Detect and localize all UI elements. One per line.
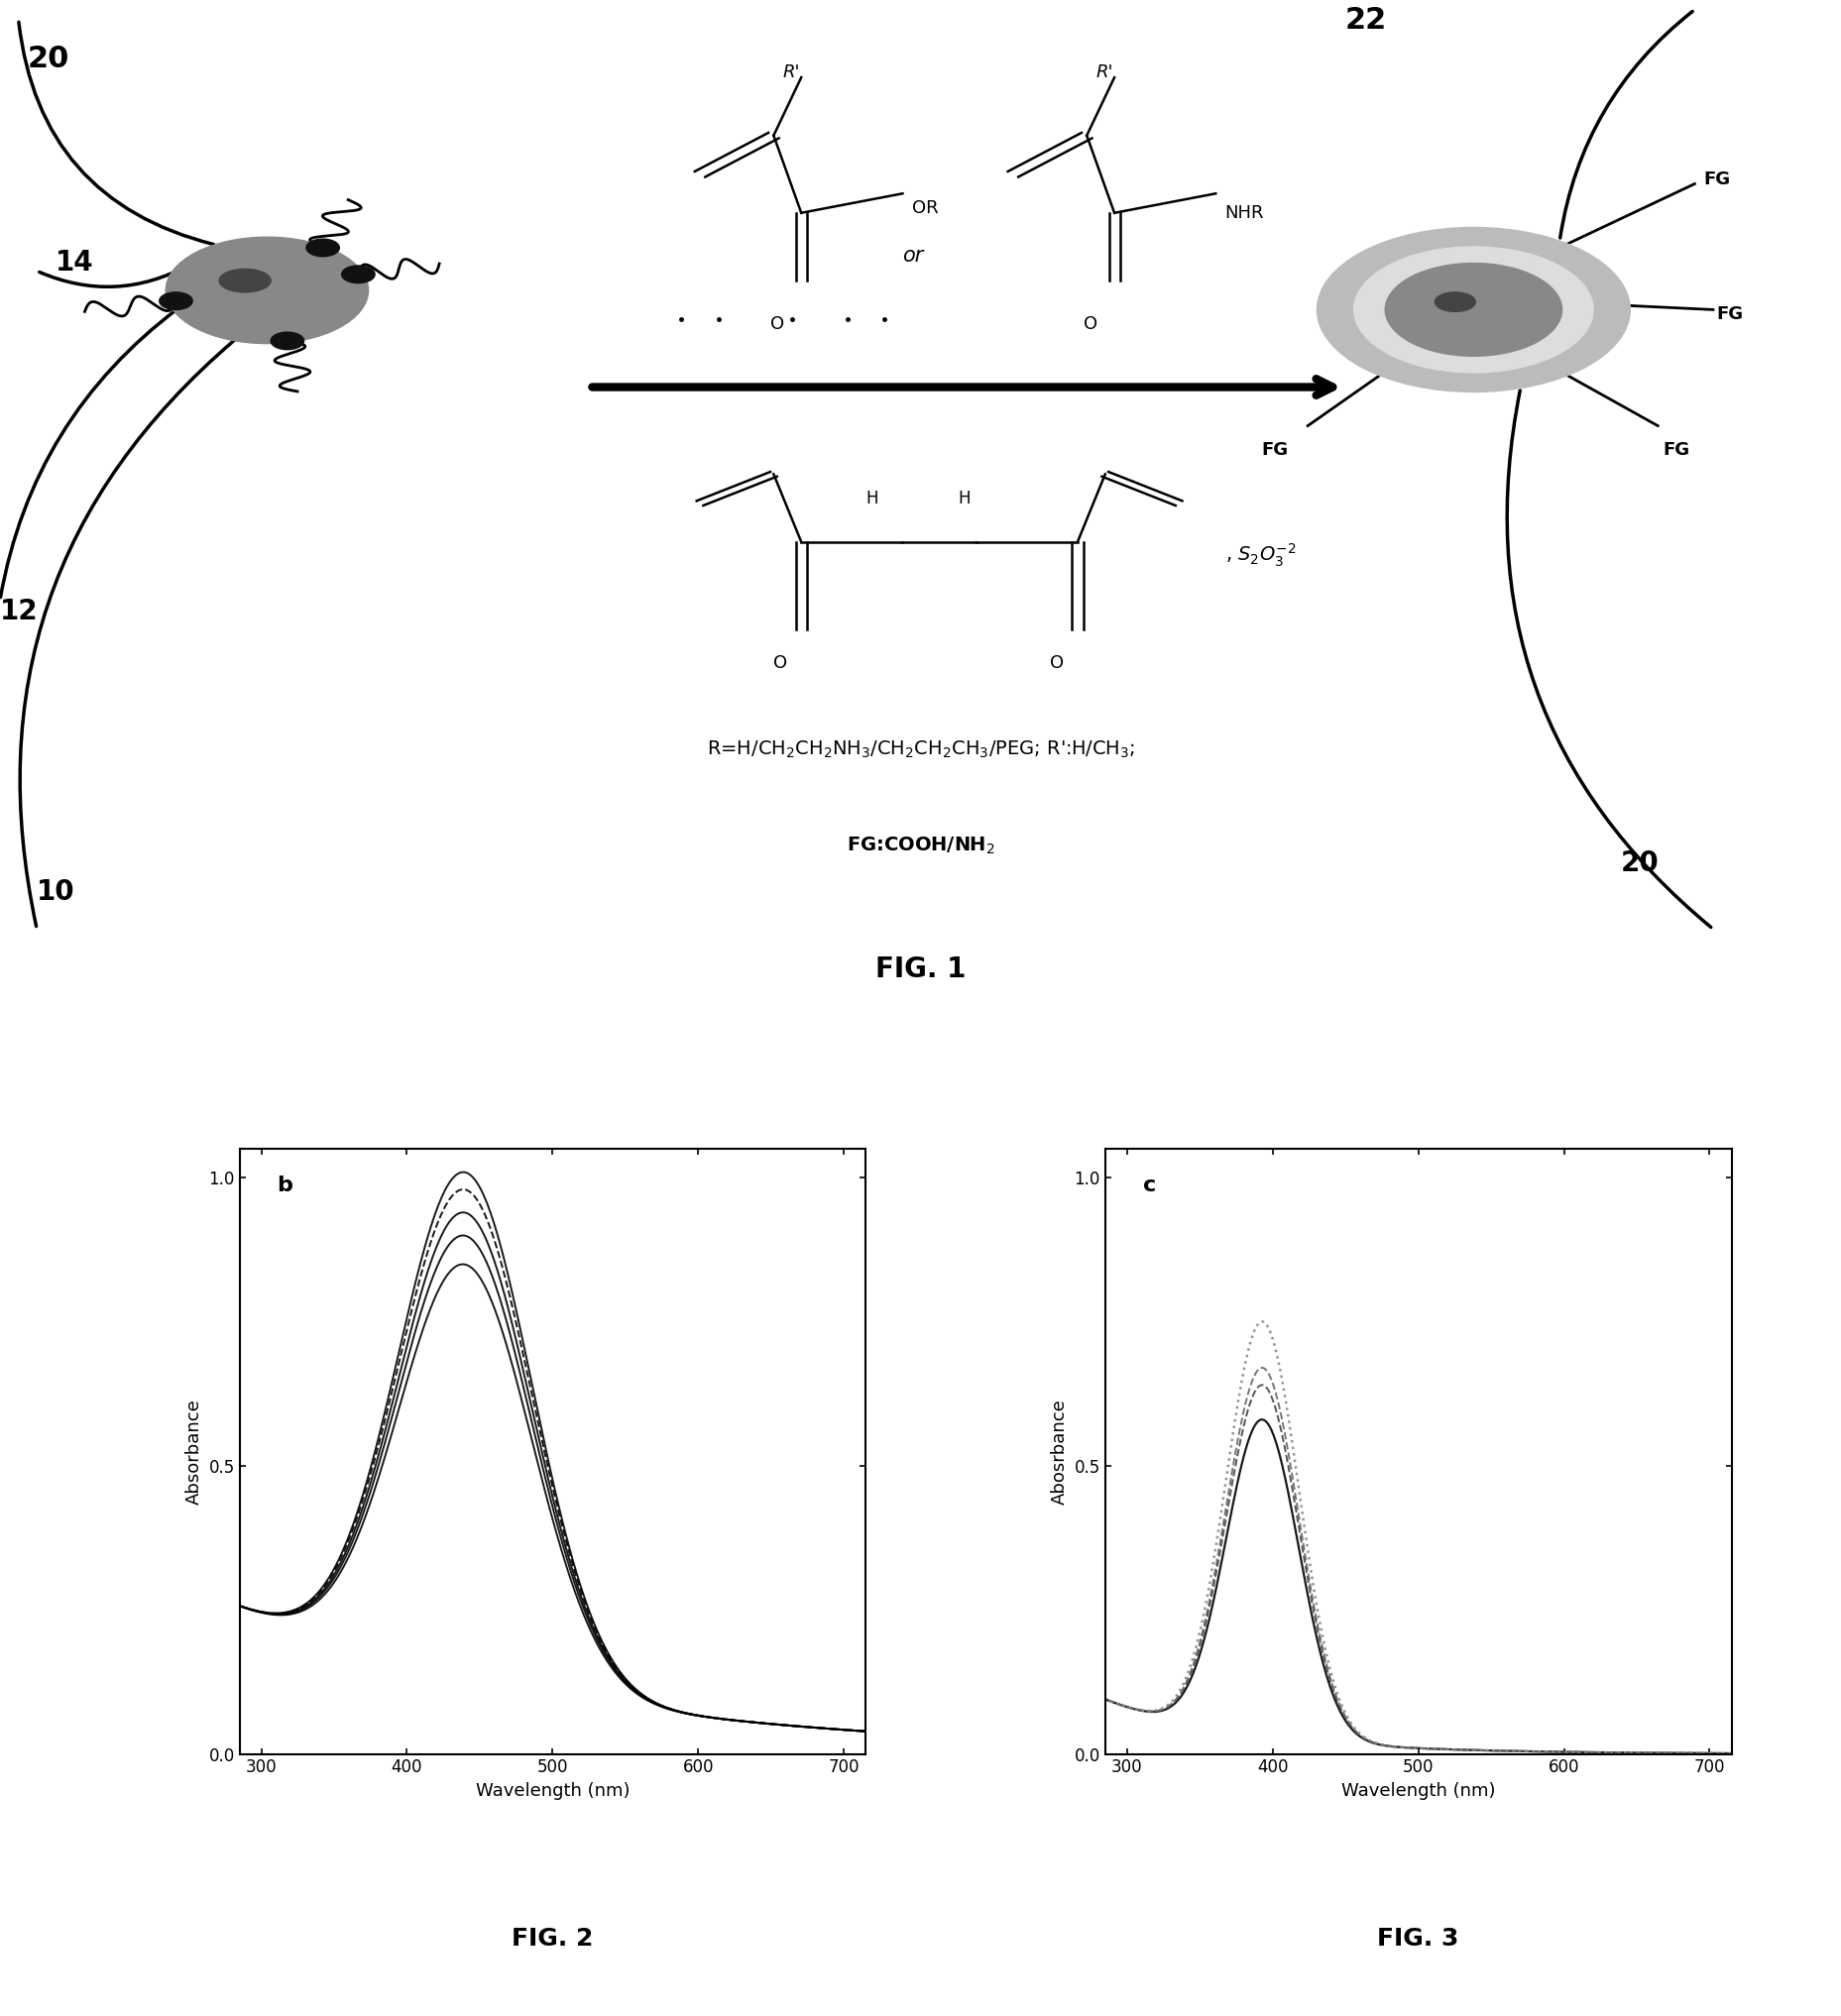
Text: O: O — [1083, 314, 1097, 333]
Ellipse shape — [219, 268, 271, 292]
Text: , $S_2O_3^{-2}$: , $S_2O_3^{-2}$ — [1224, 542, 1294, 569]
X-axis label: Wavelength (nm): Wavelength (nm) — [475, 1782, 630, 1800]
Text: FG: FG — [1716, 306, 1743, 323]
Text: b: b — [276, 1175, 293, 1195]
Text: R=H/CH$_2$CH$_2$NH$_3$/CH$_2$CH$_2$CH$_3$/PEG; R':H/CH$_3$;: R=H/CH$_2$CH$_2$NH$_3$/CH$_2$CH$_2$CH$_3… — [707, 740, 1134, 760]
Text: FIG. 1: FIG. 1 — [874, 956, 967, 984]
Text: c: c — [1141, 1175, 1156, 1195]
Text: FG:COOH/NH$_2$: FG:COOH/NH$_2$ — [847, 837, 994, 857]
Circle shape — [271, 333, 304, 349]
Circle shape — [342, 266, 376, 282]
Text: 20: 20 — [28, 44, 70, 75]
Text: 14: 14 — [55, 250, 94, 276]
Text: H: H — [957, 490, 970, 508]
Text: R': R' — [782, 65, 799, 81]
Text: R': R' — [1095, 65, 1112, 81]
Text: FIG. 3: FIG. 3 — [1377, 1927, 1458, 1949]
Text: 12: 12 — [0, 597, 39, 625]
X-axis label: Wavelength (nm): Wavelength (nm) — [1340, 1782, 1495, 1800]
Text: or: or — [902, 246, 924, 266]
Text: H: H — [865, 490, 878, 508]
Text: O: O — [773, 653, 788, 671]
Circle shape — [1353, 246, 1592, 373]
Ellipse shape — [1434, 292, 1475, 312]
Text: 22: 22 — [1344, 6, 1386, 34]
Y-axis label: Absorbance: Absorbance — [186, 1399, 203, 1504]
Circle shape — [1316, 228, 1629, 391]
Text: FG: FG — [1703, 169, 1731, 187]
Text: FG: FG — [1261, 442, 1289, 460]
Circle shape — [1384, 264, 1561, 357]
Text: FIG. 2: FIG. 2 — [512, 1927, 593, 1949]
Circle shape — [306, 240, 339, 256]
Text: O: O — [1049, 653, 1064, 671]
Text: NHR: NHR — [1224, 204, 1263, 222]
Text: 10: 10 — [37, 879, 75, 905]
Text: O: O — [770, 314, 784, 333]
Circle shape — [166, 238, 368, 343]
Circle shape — [158, 292, 191, 310]
Y-axis label: Abosrbance: Abosrbance — [1051, 1399, 1068, 1504]
Text: OR: OR — [911, 200, 937, 218]
Text: FG: FG — [1662, 442, 1690, 460]
Text: 20: 20 — [1620, 849, 1659, 877]
